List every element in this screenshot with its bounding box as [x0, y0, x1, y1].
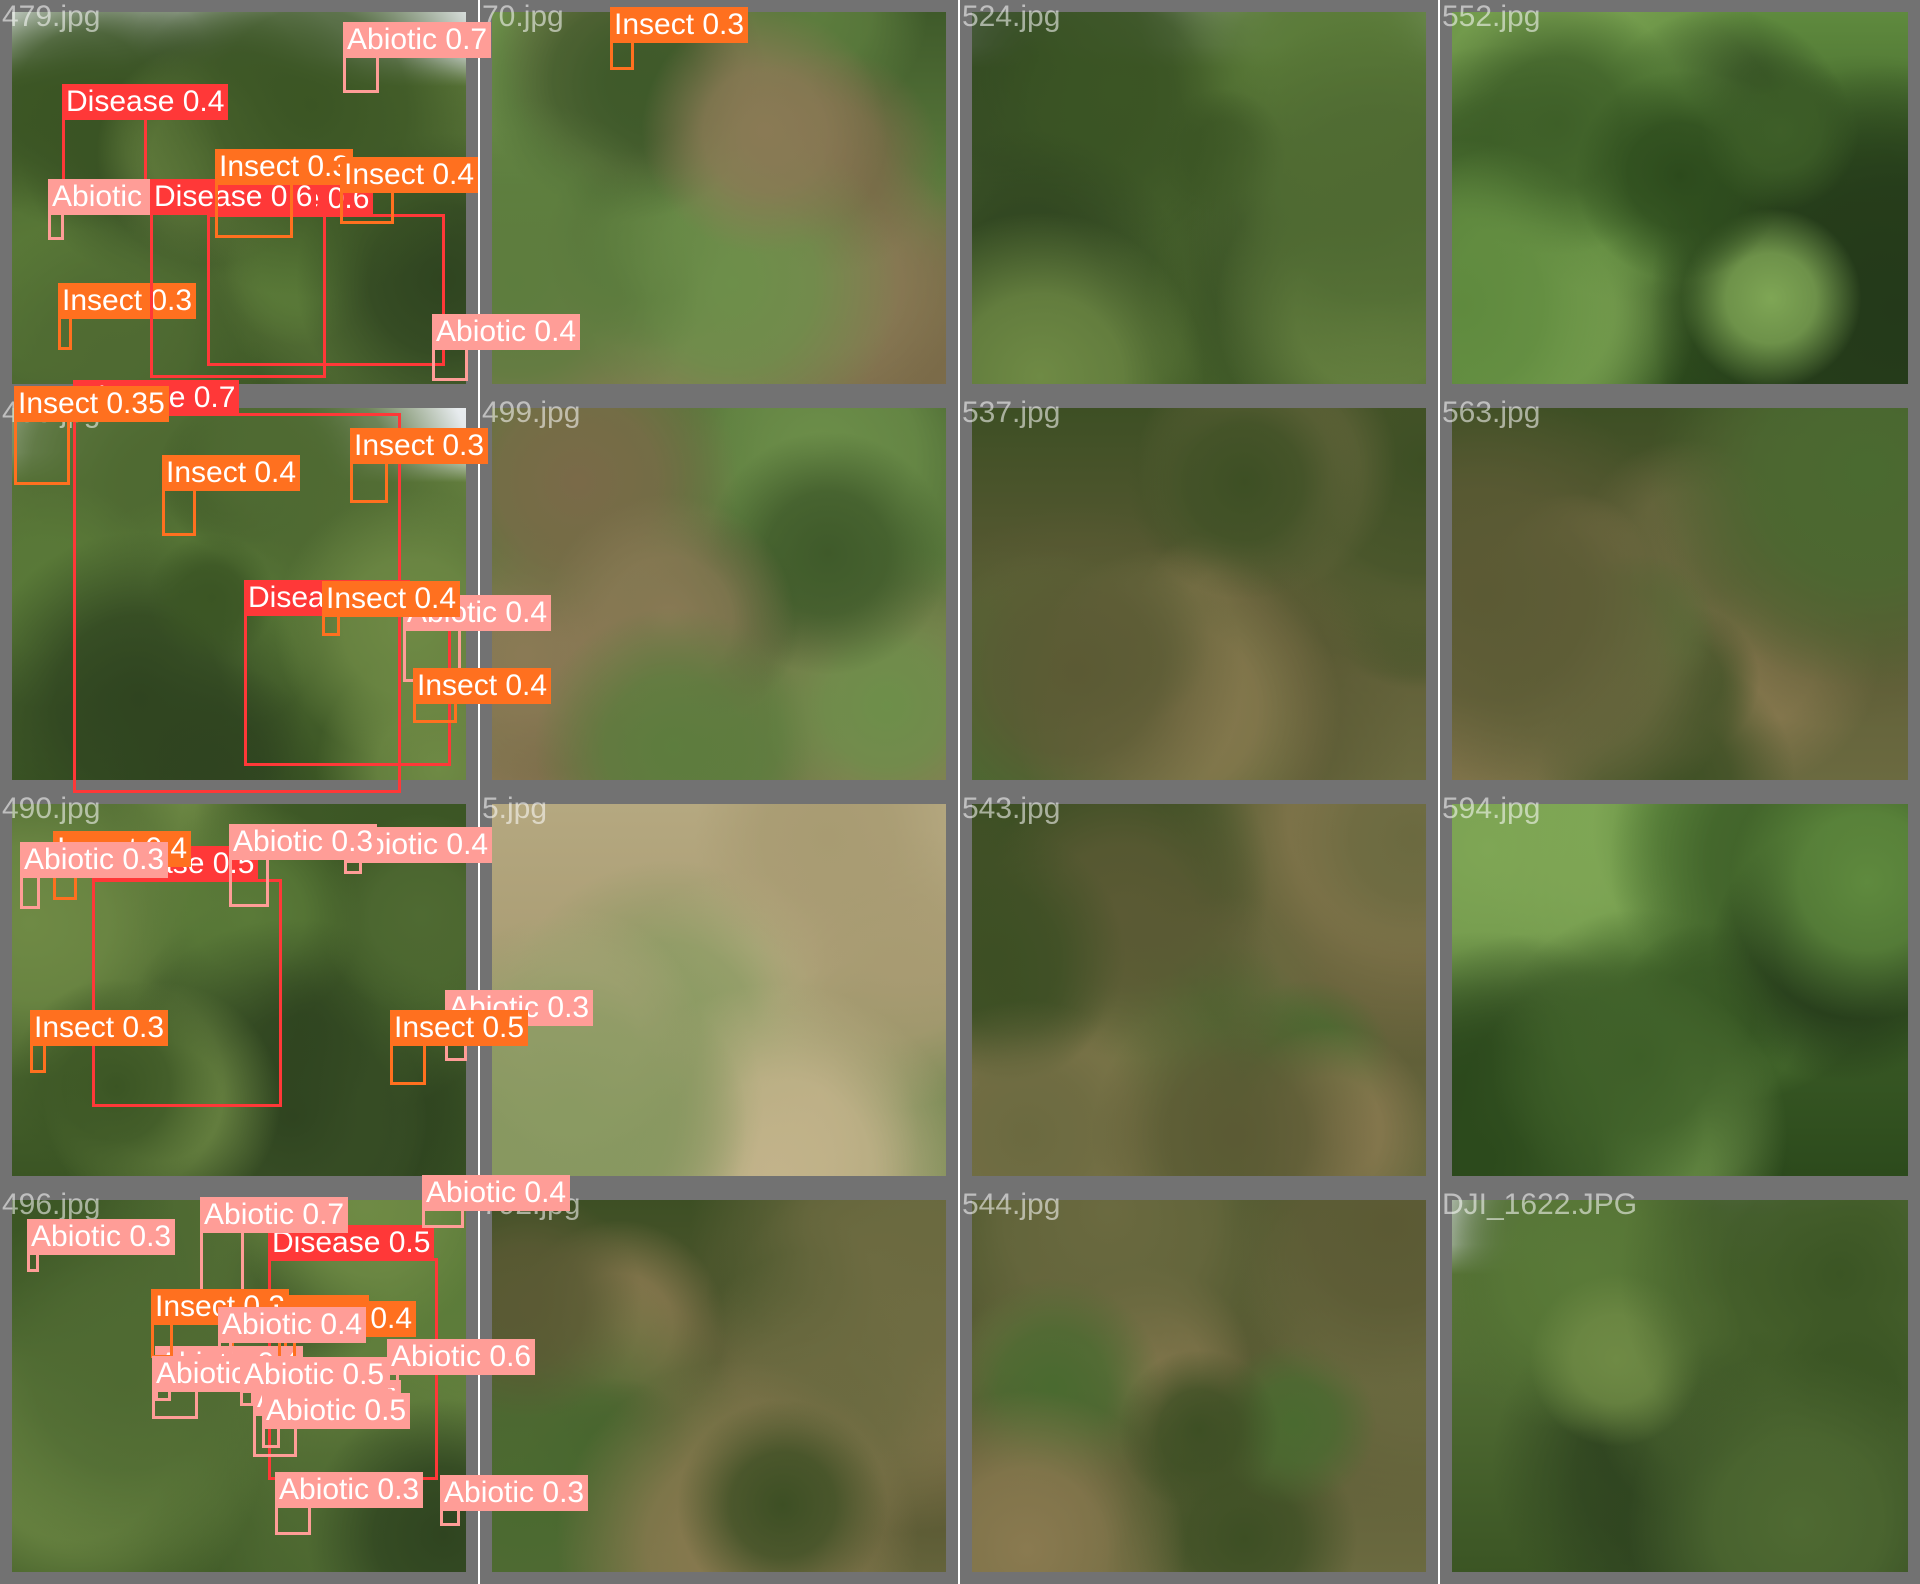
detection-label: Abiotic 0.3	[275, 1472, 424, 1508]
image-tile: 563.jpg	[1440, 396, 1920, 792]
detection-box: Insect 0.3	[610, 7, 749, 70]
detection-box: Abiotic 0.4	[432, 314, 581, 381]
detection-box: Insect 0.4	[322, 581, 461, 636]
detection-box: Insect 0.3	[215, 149, 354, 238]
detection-box: Abiotic 0.4	[218, 1307, 367, 1354]
detection-label: Insect 0.3	[350, 428, 489, 464]
image-tile: 524.jpg	[960, 0, 1438, 396]
tile-photo	[492, 1200, 946, 1572]
tile-photo	[492, 408, 946, 780]
tile-filename: 496.jpg	[2, 1188, 101, 1221]
image-tile: 499.jpg	[480, 396, 958, 792]
detection-label: Insect 0.4	[162, 455, 301, 491]
detection-label: Abiotic 0.7	[343, 22, 492, 58]
detection-box: Disease 0.6	[150, 179, 326, 378]
tile-filename: 537.jpg	[962, 396, 1061, 429]
tile-filename: 594.jpg	[1442, 792, 1541, 825]
tile-filename: 479.jpg	[2, 0, 101, 33]
detection-box: Abiotic 0.3	[229, 824, 378, 907]
detection-box: Abiotic 0.3	[275, 1472, 424, 1535]
detection-label: Abiotic 0.3	[20, 842, 169, 878]
detection-label: Insect 0.5	[390, 1010, 529, 1046]
tile-filename: 524.jpg	[962, 0, 1061, 33]
tile-filename: 499.jpg	[482, 396, 581, 429]
detection-label: Abiotic 0.3	[229, 824, 378, 860]
detection-box: Abiotic 0.5	[240, 1357, 389, 1406]
detection-box: Abiotic 0.5	[262, 1393, 411, 1448]
detection-label: Abiotic 0.3	[27, 1219, 176, 1255]
detection-box: Insect 0.3	[30, 1010, 169, 1073]
image-tile: DJI_1622.JPG	[1440, 1188, 1920, 1584]
image-tile: 543.jpg	[960, 792, 1438, 1188]
tile-photo	[972, 408, 1426, 780]
tile-photo	[972, 12, 1426, 384]
tile-photo	[1452, 408, 1908, 780]
image-tile: 792.jpg	[480, 1188, 958, 1584]
tile-filename: DJI_1622.JPG	[1442, 1188, 1638, 1221]
detection-box: Abiotic 0.4	[422, 1175, 571, 1228]
image-tile: 537.jpg	[960, 396, 1438, 792]
tile-filename: 5.jpg	[482, 792, 548, 825]
detection-label: Insect 0.3	[58, 283, 197, 319]
detection-box: Abiotic 0.4	[344, 827, 493, 874]
detection-box: Disease 0.4	[62, 84, 229, 206]
detection-label: Insect 0.3	[215, 149, 354, 185]
detection-label: Abiotic 0.4	[432, 314, 581, 350]
detection-label: Insect 0.3	[610, 7, 749, 43]
tile-photo	[972, 1200, 1426, 1572]
detection-box: Abiotic 0.7	[343, 22, 492, 93]
tile-filename: 490.jpg	[2, 792, 101, 825]
detection-box: Abiotic 0.3	[27, 1219, 176, 1272]
image-tile: 544.jpg	[960, 1188, 1438, 1584]
detection-label: Abiotic 0.5	[262, 1393, 411, 1429]
detection-box: Insect 0.3	[151, 1289, 290, 1358]
detection-label: Insect 0.4	[340, 157, 479, 193]
detection-box: Insect 0.4	[340, 157, 479, 224]
tile-photo	[1452, 12, 1908, 384]
tile-filename: 544.jpg	[962, 1188, 1061, 1221]
detection-box: Abiotic 0.3	[48, 179, 197, 240]
detection-label: Insect 0.4	[322, 581, 461, 617]
detection-label: Insect 0.3	[30, 1010, 169, 1046]
image-tile: 594.jpg	[1440, 792, 1920, 1188]
detection-box: Insect 0.3	[350, 428, 489, 503]
detection-box: Abiotic 0.3	[20, 842, 169, 909]
detection-box: Insect 0.5	[390, 1010, 529, 1085]
tile-filename: 70.jpg	[482, 0, 564, 33]
detection-box: Insect 0.3	[58, 283, 197, 350]
detection-box: Insect 0.35	[14, 386, 169, 485]
detection-label: Abiotic 0.4	[422, 1175, 571, 1211]
tile-photo	[1452, 1200, 1908, 1572]
detection-label: Disease 0.4	[62, 84, 229, 120]
detection-box: Disease 0.5	[92, 846, 282, 1107]
detection-box: Abiotic 0.3	[152, 1356, 301, 1419]
detection-label: Abiotic 0.3	[440, 1475, 589, 1511]
tile-filename: 543.jpg	[962, 792, 1061, 825]
detection-box: Insect 0.4	[162, 455, 301, 536]
detection-box: Abiotic 0.3	[440, 1475, 589, 1526]
detection-label: Abiotic 0.6	[387, 1339, 536, 1375]
tile-filename: 552.jpg	[1442, 0, 1541, 33]
detection-label: Disease 0.6	[150, 179, 317, 215]
tile-photo	[1452, 804, 1908, 1176]
detection-label: Abiotic 0.5	[240, 1357, 389, 1393]
detection-label: Abiotic 0.7	[200, 1197, 349, 1233]
detection-box: Insect 0.4	[413, 668, 552, 723]
detection-label: Insect 0.35	[14, 386, 169, 422]
image-tile: 552.jpg	[1440, 0, 1920, 396]
tile-photo	[972, 804, 1426, 1176]
detection-box: Abiotic 0.6	[387, 1339, 536, 1388]
tile-filename: 563.jpg	[1442, 396, 1541, 429]
detection-label: Insect 0.4	[413, 668, 552, 704]
detection-label: Abiotic 0.4	[218, 1307, 367, 1343]
